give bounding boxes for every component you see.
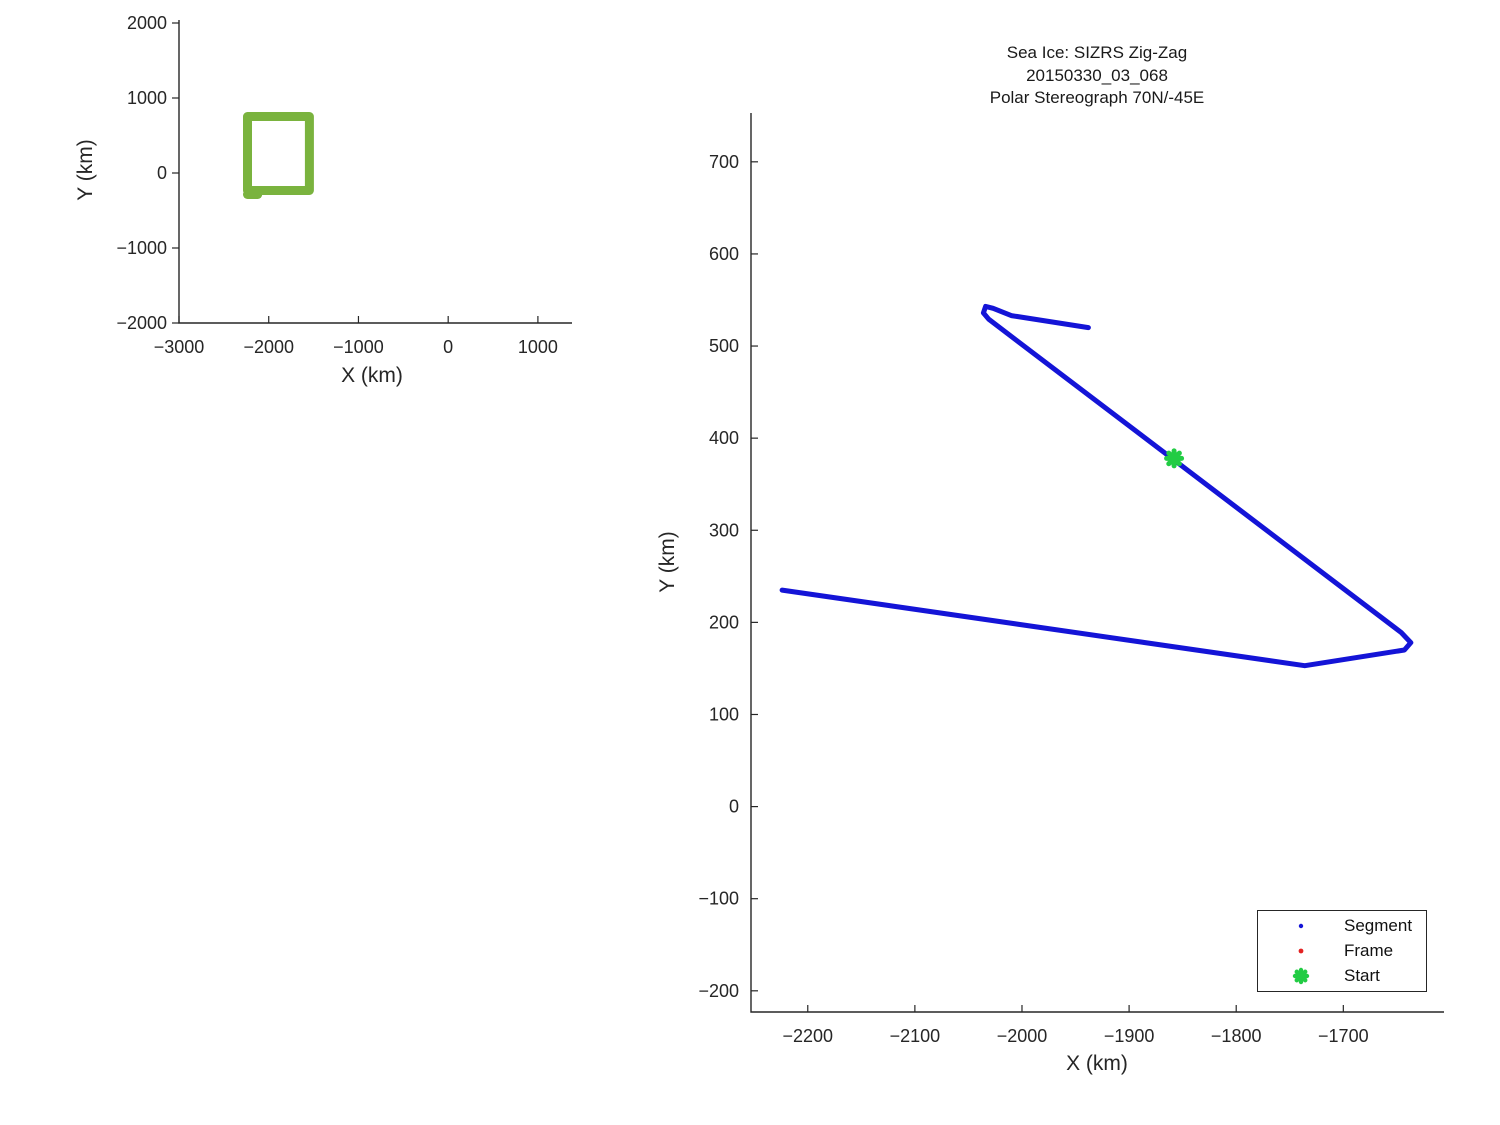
segment-track (779, 303, 1414, 669)
x-tick-label: −1900 (1104, 1026, 1155, 1046)
y-tick-label: −1000 (116, 238, 167, 258)
x-tick-label: −1000 (333, 337, 384, 357)
overview-y-axis-label: Y (km) (74, 139, 97, 201)
overview-axes (178, 20, 572, 324)
start-asterisk-icon (1258, 966, 1344, 986)
y-tick-label: 200 (709, 612, 739, 632)
y-tick-label: −200 (698, 981, 739, 1001)
main-plot-title: Sea Ice: SIZRS Zig-Zag 20150330_03_068 P… (847, 42, 1347, 110)
frame-dot-icon (1258, 941, 1344, 961)
flight-track-outline (243, 112, 314, 195)
zigzag-x-axis-label: X (km) (1066, 1052, 1128, 1075)
y-tick-label: 1000 (127, 88, 167, 108)
x-tick-label: −2100 (890, 1026, 941, 1046)
zigzag-axes (750, 113, 1444, 1013)
legend-label-segment: Segment (1344, 916, 1413, 936)
segment-dot-icon (1258, 916, 1344, 936)
y-tick-label: 600 (709, 244, 739, 264)
title-line-1: Sea Ice: SIZRS Zig-Zag (1006, 43, 1188, 62)
x-tick-label: −2000 (243, 337, 294, 357)
y-tick-label: −100 (698, 889, 739, 909)
zigzag-y-axis-label: Y (km) (656, 531, 679, 593)
legend-item-segment: Segment (1258, 914, 1426, 938)
x-tick-label: 1000 (518, 337, 558, 357)
zigzag-plot: −2200 −2100 −2000 −1900 −1800 −1700 −200 −100 0 1… (698, 113, 1444, 1046)
legend-item-start: Start (1258, 964, 1426, 988)
y-tick-label: −2000 (116, 313, 167, 333)
legend-label-start: Start (1344, 965, 1380, 985)
start-point-marker (1164, 448, 1185, 469)
y-tick-label: 300 (709, 520, 739, 540)
y-tick-label: 0 (157, 163, 167, 183)
legend-box: Segment Frame Start (1257, 910, 1427, 992)
x-tick-label: 0 (443, 337, 453, 357)
title-line-3: Polar Stereograph 70N/-45E (989, 88, 1205, 107)
x-tick-label: −2200 (782, 1026, 833, 1046)
overview-x-axis-label: X (km) (341, 364, 403, 387)
title-line-2: 20150330_03_068 (1026, 65, 1168, 85)
legend-item-frame: Frame (1258, 939, 1426, 963)
y-tick-label: 100 (709, 704, 739, 724)
x-tick-label: −2000 (997, 1026, 1048, 1046)
y-tick-label: 0 (729, 797, 739, 817)
overview-plot: −3000 −2000 −1000 0 1000 −2000 −1000 0 1000 2000 (116, 13, 572, 357)
y-tick-label: 2000 (127, 13, 167, 33)
y-tick-label: 400 (709, 428, 739, 448)
y-tick-label: 700 (709, 152, 739, 172)
start-legend-marker (1292, 967, 1310, 984)
x-tick-label: −1800 (1211, 1026, 1262, 1046)
x-tick-label: −3000 (154, 337, 205, 357)
y-tick-label: 500 (709, 336, 739, 356)
x-tick-label: −1700 (1318, 1026, 1369, 1046)
legend-label-frame: Frame (1344, 940, 1394, 960)
